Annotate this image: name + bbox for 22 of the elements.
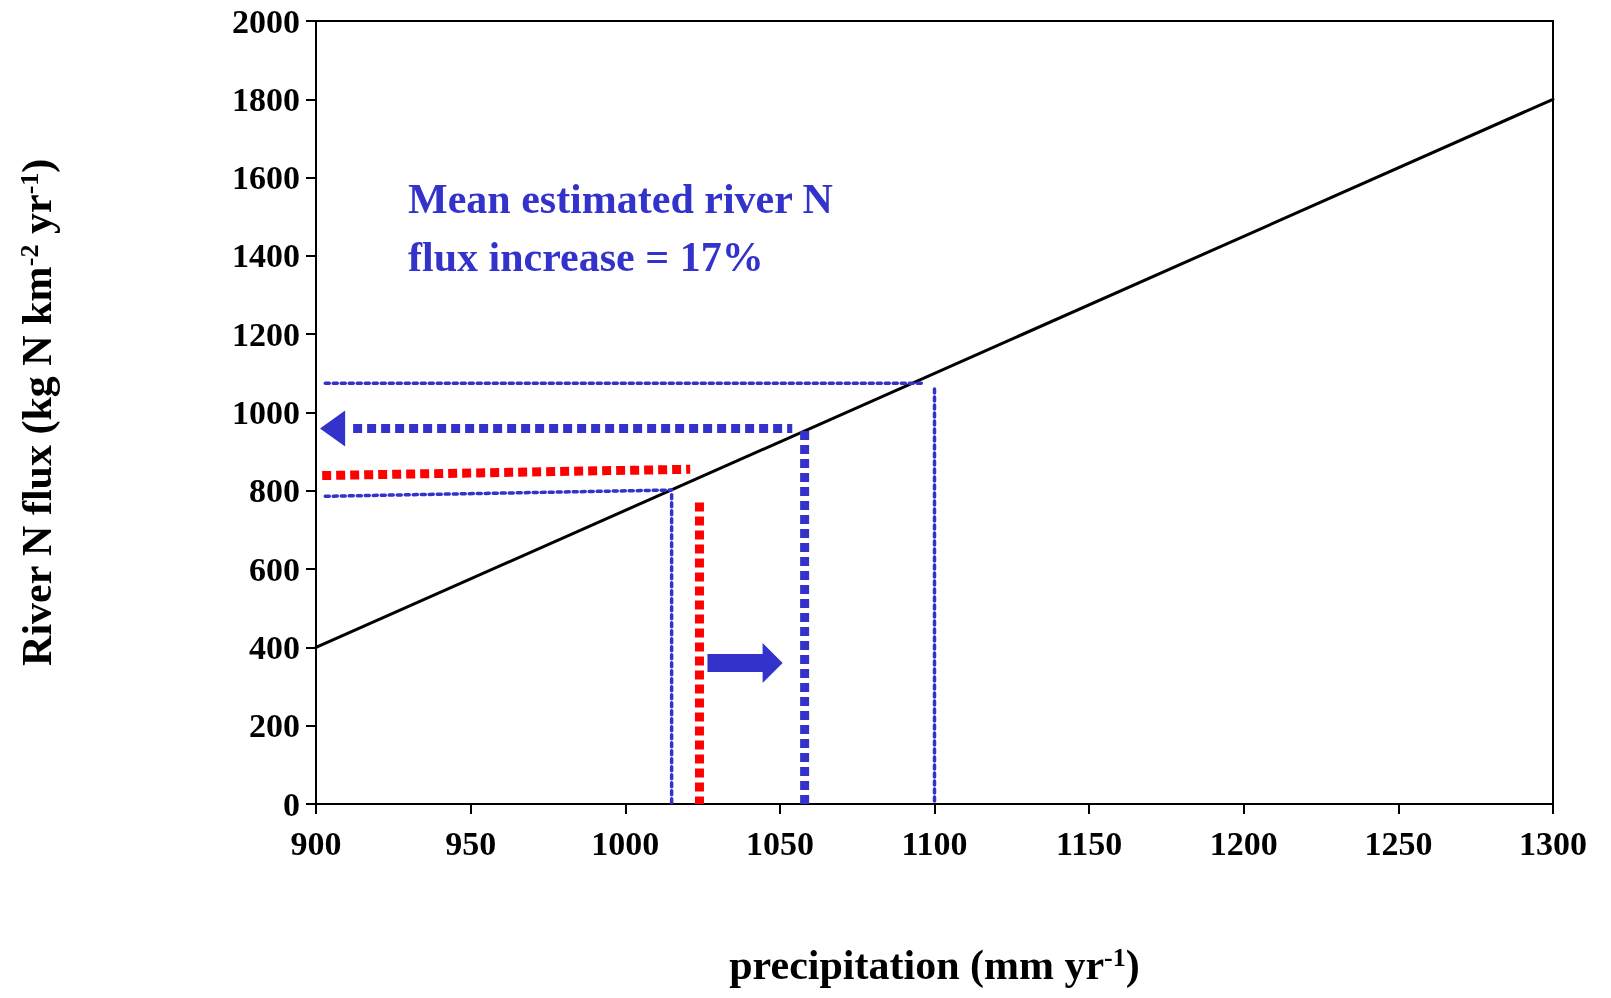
y-tick-label: 600 xyxy=(249,550,300,588)
y-tick-label: 1600 xyxy=(232,159,300,197)
y-tick-label: 400 xyxy=(249,628,300,666)
y-tick-label: 1800 xyxy=(232,80,300,118)
y-tick-label: 1000 xyxy=(232,394,300,431)
x-tick-label: 950 xyxy=(445,824,497,862)
y-tick-label: 2000 xyxy=(232,2,300,40)
x-tick-label: 1250 xyxy=(1364,824,1433,862)
x-tick-label: 1100 xyxy=(901,824,968,862)
x-tick-label: 1000 xyxy=(591,824,660,862)
y-axis-title: River N flux (kg N km-2 yr-1) xyxy=(14,158,61,666)
x-tick-label: 1300 xyxy=(1519,824,1587,862)
y-tick-label: 1400 xyxy=(232,237,300,275)
x-tick-label: 1200 xyxy=(1209,824,1278,862)
annotation: Mean estimated river N flux increase = 17% xyxy=(408,176,844,280)
y-tick-label: 0 xyxy=(283,785,300,823)
x-tick-label: 900 xyxy=(290,824,342,862)
x-tick-label: 1050 xyxy=(745,824,814,862)
y-tick-label: 200 xyxy=(249,707,300,745)
x-tick-label: 1150 xyxy=(1056,824,1123,862)
y-tick-label: 800 xyxy=(249,472,300,510)
y-tick-label: 1200 xyxy=(232,315,300,353)
